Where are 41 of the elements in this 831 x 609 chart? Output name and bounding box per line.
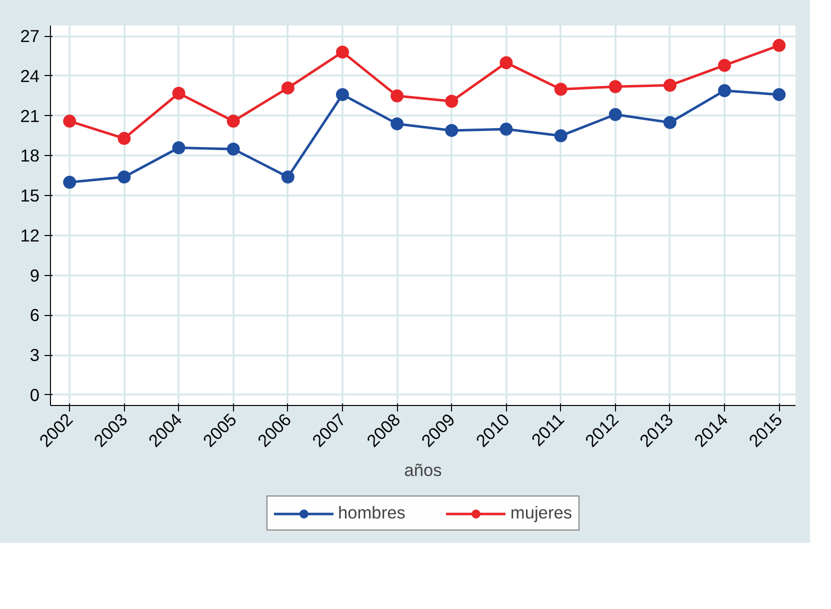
- legend-label: hombres: [338, 502, 406, 524]
- point: [554, 82, 568, 96]
- point: [663, 78, 676, 92]
- point: [772, 38, 786, 52]
- y-tick-label: 12: [20, 225, 40, 246]
- legend-label: mujeres: [510, 502, 572, 524]
- y-tick-label: 0: [30, 384, 40, 405]
- y-tick-label: 21: [20, 106, 40, 126]
- y-tick-label: 15: [20, 186, 40, 206]
- y-tick-label: 27: [20, 26, 40, 46]
- point: [336, 88, 349, 102]
- y-tick-label: 3: [30, 345, 40, 366]
- point: [226, 114, 240, 128]
- point: [118, 170, 131, 184]
- y-tick-label: 18: [20, 146, 40, 166]
- point: [390, 117, 404, 130]
- y-tick-label: 9: [30, 265, 40, 286]
- x-axis-title: años: [404, 460, 442, 480]
- point: [281, 81, 294, 94]
- point: [500, 56, 513, 70]
- point: [718, 58, 732, 72]
- point: [172, 86, 186, 100]
- point: [445, 94, 458, 108]
- point: [500, 122, 513, 136]
- point: [63, 114, 76, 128]
- point: [445, 124, 458, 137]
- point: [718, 84, 732, 98]
- point: [172, 141, 186, 154]
- point: [336, 46, 349, 59]
- point: [663, 116, 676, 129]
- point: [608, 108, 622, 122]
- point: [772, 88, 786, 102]
- point: [118, 132, 131, 145]
- point: [281, 170, 294, 184]
- point: [226, 142, 240, 156]
- point: [390, 89, 404, 102]
- y-tick-label: 24: [20, 66, 40, 86]
- y-tick-label: 6: [30, 305, 40, 326]
- point: [63, 176, 76, 189]
- point: [608, 80, 622, 94]
- point: [554, 129, 568, 142]
